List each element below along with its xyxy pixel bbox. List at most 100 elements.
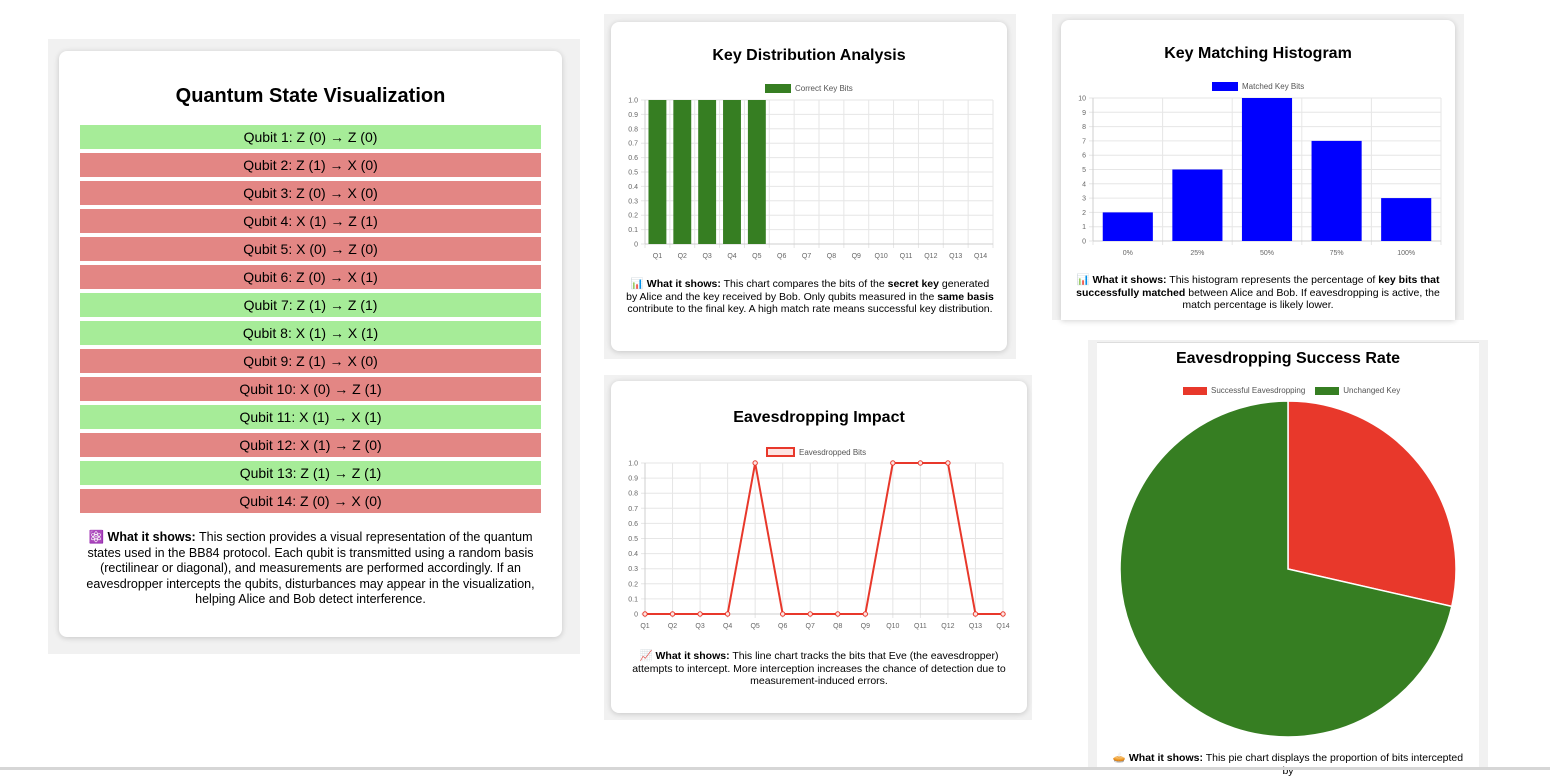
- x-tick-label: Q12: [941, 623, 954, 630]
- eavesdropping-success-legend: Successful Eavesdropping Unchanged Key: [1183, 386, 1400, 395]
- data-point: [643, 612, 647, 616]
- data-point: [670, 612, 674, 616]
- x-tick-label: Q5: [750, 623, 759, 630]
- data-point: [725, 612, 729, 616]
- qubit-row: Qubit 12: X (1) → Z (0): [80, 433, 541, 457]
- x-tick-label: Q3: [695, 623, 704, 630]
- description-lead: What it shows:: [647, 278, 721, 290]
- x-tick-label: Q6: [777, 253, 786, 260]
- x-tick-label: Q7: [802, 253, 811, 260]
- y-tick-label: 0: [634, 612, 638, 619]
- description-lead: What it shows:: [1092, 274, 1166, 286]
- x-tick-label: Q8: [827, 253, 836, 260]
- qubit-row: Qubit 3: Z (0) → X (0): [80, 181, 541, 205]
- description-text: This pie chart displays the proportion o…: [1206, 752, 1463, 777]
- x-tick-label: Q6: [778, 623, 787, 630]
- x-tick-label: 100%: [1397, 250, 1415, 257]
- description-bold: secret key: [888, 278, 939, 290]
- qubit-row: Qubit 5: X (0) → Z (0): [80, 237, 541, 261]
- qubit-row: Qubit 8: X (1) → X (1): [80, 321, 541, 345]
- x-tick-label: Q1: [653, 253, 662, 260]
- x-tick-label: Q11: [914, 623, 927, 630]
- x-tick-label: 50%: [1260, 250, 1274, 257]
- eavesdropping-impact-description: 📈 What it shows: This line chart tracks …: [622, 650, 1016, 688]
- description-text: This chart compares the bits of the: [724, 278, 885, 290]
- x-tick-label: Q14: [974, 253, 987, 260]
- x-tick-label: Q1: [640, 623, 649, 630]
- bar: [1172, 170, 1222, 242]
- y-tick-label: 0.1: [628, 227, 638, 234]
- qubit-row: Qubit 14: Z (0) → X (0): [80, 489, 541, 513]
- y-tick-label: 1.0: [628, 461, 638, 468]
- data-point: [808, 612, 812, 616]
- x-tick-label: Q11: [900, 253, 913, 260]
- bar: [698, 100, 716, 244]
- data-point: [836, 612, 840, 616]
- x-tick-label: Q8: [833, 623, 842, 630]
- y-tick-label: 0.2: [628, 213, 638, 220]
- x-tick-label: 75%: [1330, 250, 1344, 257]
- y-tick-label: 0.5: [628, 536, 638, 543]
- y-tick-label: 5: [1082, 167, 1086, 174]
- data-point: [863, 612, 867, 616]
- eavesdropping-success-description: 🥧 What it shows: This pie chart displays…: [1106, 752, 1470, 777]
- y-tick-label: 0.3: [628, 198, 638, 205]
- x-tick-label: Q10: [886, 623, 899, 630]
- y-tick-label: 0: [634, 242, 638, 249]
- description-text: This histogram represents the percentage…: [1169, 274, 1375, 286]
- qubit-row: Qubit 4: X (1) → Z (1): [80, 209, 541, 233]
- bar-chart-icon: 📊: [631, 278, 644, 290]
- pie-icon: 🥧: [1113, 752, 1126, 764]
- y-tick-label: 3: [1082, 196, 1086, 203]
- y-tick-label: 0.4: [628, 184, 638, 191]
- y-tick-label: 0.9: [628, 112, 638, 119]
- x-tick-label: Q7: [806, 623, 815, 630]
- key-matching-description: 📊 What it shows: This histogram represen…: [1072, 274, 1444, 312]
- bar: [723, 100, 741, 244]
- key-distribution-description: 📊 What it shows: This chart compares the…: [625, 278, 995, 316]
- line-chart-icon: 📈: [640, 650, 653, 662]
- y-tick-label: 0.2: [628, 581, 638, 588]
- x-tick-label: 0%: [1123, 250, 1133, 257]
- qubit-row: Qubit 6: Z (0) → X (1): [80, 265, 541, 289]
- y-tick-label: 0.5: [628, 170, 638, 177]
- y-tick-label: 0: [1082, 239, 1086, 246]
- qubit-row: Qubit 9: Z (1) → X (0): [80, 349, 541, 373]
- data-point: [698, 612, 702, 616]
- x-tick-label: Q9: [852, 253, 861, 260]
- bar: [1381, 198, 1431, 241]
- bar-chart-icon: 📊: [1076, 274, 1089, 286]
- legend-swatch: [1183, 387, 1207, 395]
- y-tick-label: 0.9: [628, 476, 638, 483]
- x-tick-label: Q3: [702, 253, 711, 260]
- y-tick-label: 0.8: [628, 491, 638, 498]
- data-point: [780, 612, 784, 616]
- bar: [1312, 141, 1362, 241]
- key-matching-title: Key Matching Histogram: [1061, 45, 1455, 63]
- x-tick-label: Q4: [723, 623, 732, 630]
- x-tick-label: Q14: [996, 623, 1009, 630]
- legend-label: Successful Eavesdropping: [1211, 386, 1305, 395]
- qubit-row: Qubit 7: Z (1) → Z (1): [80, 293, 541, 317]
- legend-swatch: [1315, 387, 1339, 395]
- description-lead: What it shows:: [1129, 752, 1203, 764]
- y-tick-label: 0.6: [628, 521, 638, 528]
- y-tick-label: 7: [1082, 138, 1086, 145]
- bar: [748, 100, 766, 244]
- description-text: between Alice and Bob. If eavesdropping …: [1182, 287, 1439, 312]
- data-point: [918, 461, 922, 465]
- x-tick-label: 25%: [1190, 250, 1204, 257]
- x-tick-label: Q5: [752, 253, 761, 260]
- x-tick-label: Q13: [949, 253, 962, 260]
- bar: [1242, 98, 1292, 241]
- y-tick-label: 0.6: [628, 155, 638, 162]
- y-tick-label: 1.0: [628, 98, 638, 105]
- x-tick-label: Q10: [875, 253, 888, 260]
- description-bold: same basis: [937, 291, 994, 303]
- y-tick-label: 0.7: [628, 141, 638, 148]
- legend-label: Unchanged Key: [1343, 386, 1400, 395]
- y-tick-label: 1: [1082, 224, 1086, 231]
- bar: [648, 100, 666, 244]
- data-point: [753, 461, 757, 465]
